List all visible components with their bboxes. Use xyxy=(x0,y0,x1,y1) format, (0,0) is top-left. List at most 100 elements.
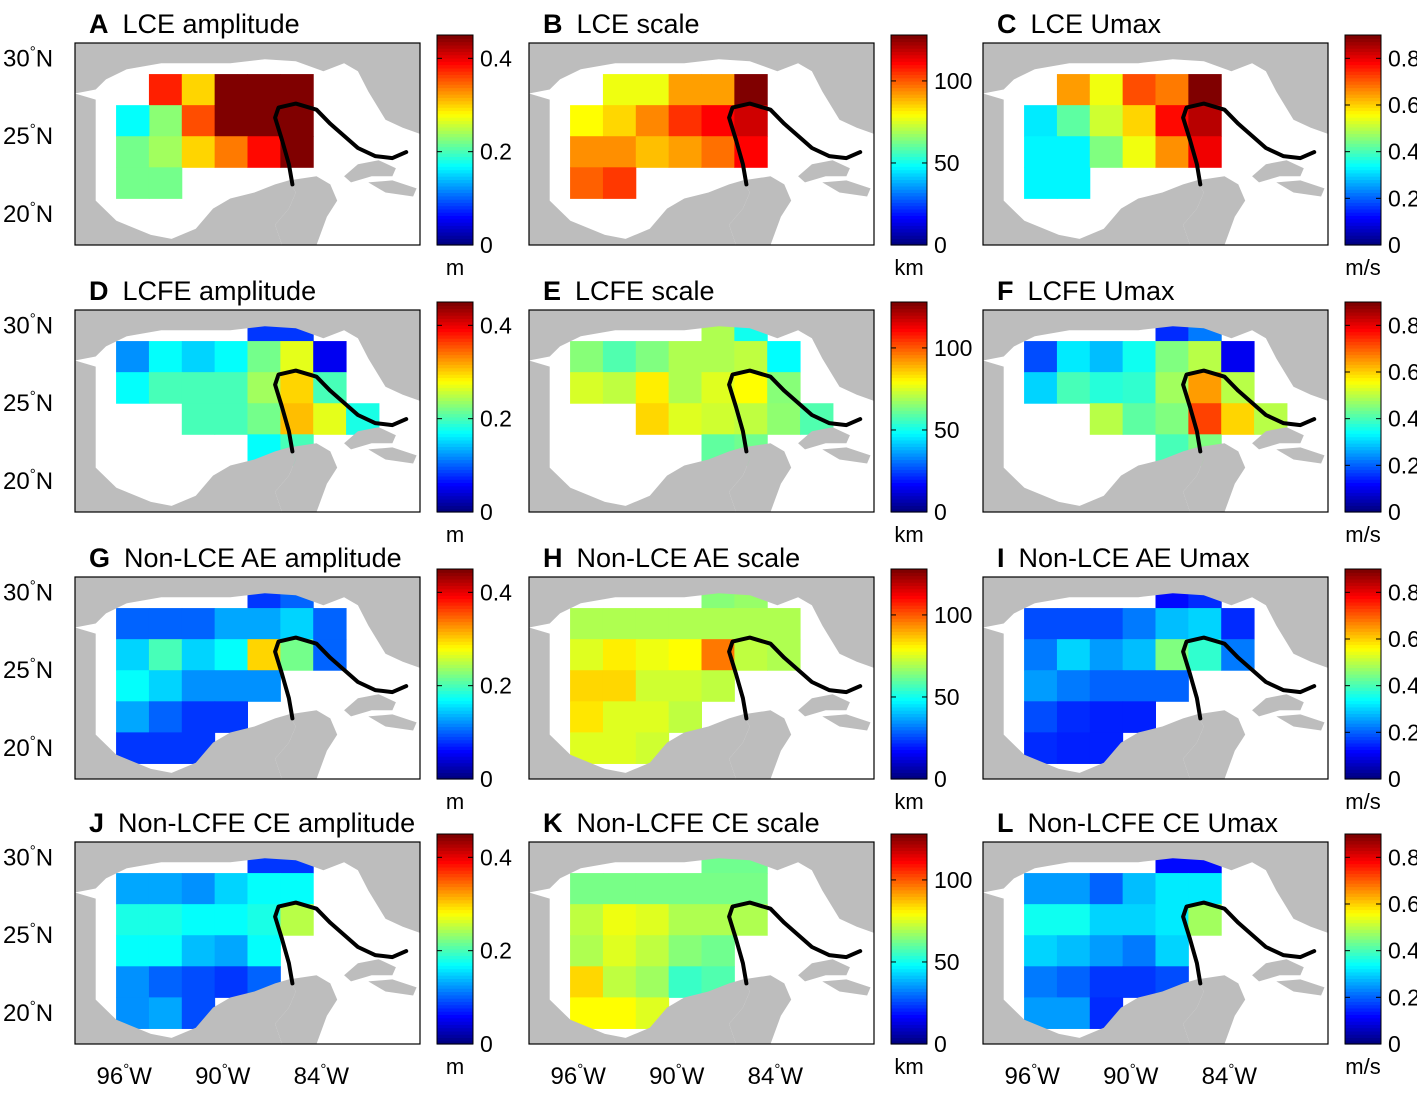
colorbar-step xyxy=(1345,318,1381,323)
colorbar-step xyxy=(437,879,473,884)
colorbar-step xyxy=(437,133,473,138)
heat-cell xyxy=(602,997,637,1029)
colorbar-step xyxy=(437,87,473,92)
colorbar-step xyxy=(437,850,473,855)
colorbar-step xyxy=(437,752,473,757)
colorbar-step xyxy=(437,149,473,154)
colorbar-step xyxy=(1345,733,1381,737)
colorbar-step xyxy=(1345,605,1381,609)
colorbar-step xyxy=(891,452,927,457)
colorbar-step xyxy=(437,729,473,734)
colorbar-step xyxy=(891,726,927,731)
colorbar-step xyxy=(1345,598,1381,603)
panel-frame xyxy=(528,841,875,1045)
panel-title: H Non-LCE AE scale xyxy=(543,543,800,573)
colorbar-step xyxy=(1345,192,1381,197)
colorbar-step xyxy=(437,241,473,246)
colorbar-step xyxy=(1345,641,1381,646)
land xyxy=(529,842,874,933)
colorbar-step xyxy=(437,1030,473,1035)
colorbar-unit: km xyxy=(894,789,923,814)
colorbar-step xyxy=(891,1037,927,1042)
colorbar-step xyxy=(891,100,927,105)
degree-symbol: ° xyxy=(30,843,36,860)
colorbar-step xyxy=(437,208,473,213)
colorbar-step xyxy=(1345,654,1381,659)
colorbar-step xyxy=(437,172,473,177)
colorbar-step xyxy=(891,403,927,408)
heat-cell xyxy=(181,372,216,404)
colorbar-step xyxy=(1345,338,1381,342)
colorbar-step xyxy=(437,202,473,207)
degree-symbol: ° xyxy=(30,388,36,405)
colorbar-step xyxy=(437,651,473,655)
colorbar-step xyxy=(1345,883,1381,888)
degree-symbol: ° xyxy=(30,920,36,937)
colorbar-step xyxy=(437,338,473,342)
colorbar-step xyxy=(891,948,927,953)
colorbar-step xyxy=(1345,690,1381,695)
colorbar-step xyxy=(1345,657,1381,662)
heat-cell xyxy=(1089,136,1124,168)
colorbar-step xyxy=(891,657,927,662)
heat-cell xyxy=(635,74,670,106)
colorbar-tick-label: 0 xyxy=(480,1031,493,1057)
panel-letter: G xyxy=(89,543,110,573)
colorbar-step xyxy=(437,834,473,838)
colorbar-step xyxy=(437,582,473,587)
colorbar-tick-label: 0 xyxy=(480,499,493,525)
colorbar-step xyxy=(1345,706,1381,711)
lat-value: 30 xyxy=(3,845,30,872)
colorbar-step xyxy=(891,641,927,646)
colorbar-step xyxy=(1345,591,1381,596)
colorbar-step xyxy=(1345,853,1381,858)
colorbar-step xyxy=(1345,146,1381,151)
heat-cell xyxy=(767,341,801,373)
panel-frame xyxy=(982,576,1329,780)
land xyxy=(529,93,750,245)
colorbar-step xyxy=(1345,1021,1381,1025)
heat-cell xyxy=(280,873,314,905)
colorbar-step xyxy=(437,380,473,385)
colorbar-step xyxy=(1345,693,1381,698)
colorbar-step xyxy=(891,834,927,838)
colorbar-step xyxy=(437,508,473,513)
heat-cell xyxy=(1155,341,1189,373)
colorbar-step xyxy=(1345,978,1381,983)
heat-cell xyxy=(1056,997,1091,1029)
colorbar-step xyxy=(437,906,473,911)
colorbar-step xyxy=(1345,965,1381,970)
colorbar-step xyxy=(891,489,927,493)
colorbar-step xyxy=(891,140,927,144)
colorbar-step xyxy=(891,719,927,724)
colorbar-step xyxy=(891,598,927,603)
colorbar-step xyxy=(1345,572,1381,577)
colorbar-step xyxy=(1345,896,1381,901)
lat-value: 25 xyxy=(3,922,30,949)
loop-current-path xyxy=(273,635,409,721)
colorbar-step xyxy=(437,683,473,688)
colorbar-unit: m xyxy=(446,789,464,814)
panel-title: E LCFE scale xyxy=(543,276,715,306)
colorbar-step xyxy=(891,723,927,728)
panel-frame xyxy=(528,309,875,513)
colorbar-step xyxy=(891,64,927,69)
panel-title-text: LCE scale xyxy=(577,9,700,39)
heat-cell xyxy=(635,136,670,168)
colorbar-step xyxy=(1345,840,1381,845)
colorbar-step xyxy=(891,218,927,223)
colorbar-step xyxy=(891,886,927,891)
heat-cell xyxy=(570,701,604,733)
degree-symbol: ° xyxy=(676,1061,682,1078)
heat-cell xyxy=(1122,608,1156,640)
colorbar-step xyxy=(437,498,473,503)
colorbar-step xyxy=(1345,1024,1381,1029)
colorbar-step xyxy=(437,331,473,336)
loop-current-path xyxy=(273,900,409,986)
colorbar-step xyxy=(1345,384,1381,388)
colorbar-step xyxy=(891,883,927,888)
colorbar-step xyxy=(437,614,473,619)
land xyxy=(75,892,296,1044)
colorbar-step xyxy=(437,866,473,871)
colorbar-step xyxy=(1345,341,1381,346)
